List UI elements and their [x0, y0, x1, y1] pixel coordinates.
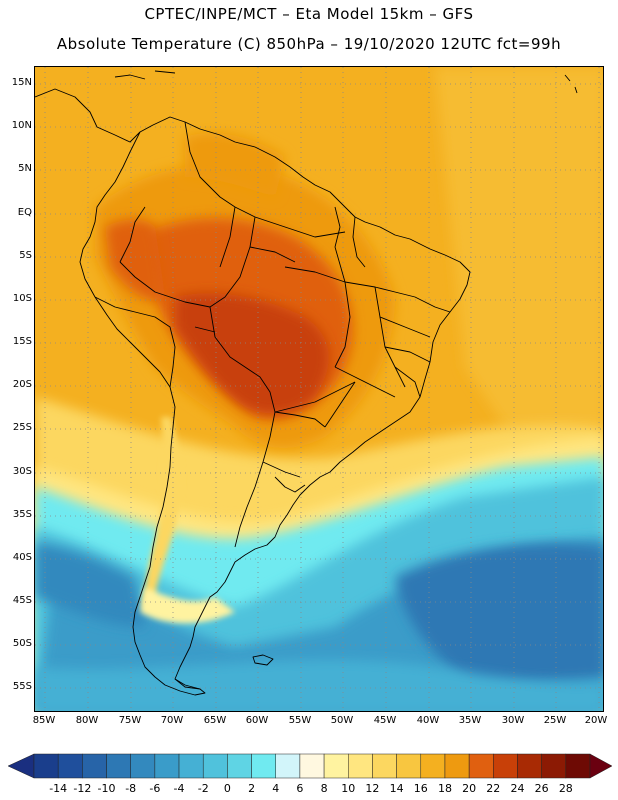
lat-label-45s: 45S	[12, 595, 32, 606]
colorbar-cell	[565, 753, 591, 779]
colorbar-tick-label: 4	[272, 782, 280, 795]
lon-label-40w: 40W	[416, 715, 440, 726]
lat-label-50s: 50S	[12, 638, 32, 649]
temperature-map	[34, 66, 604, 712]
colorbar-tick-label: 10	[341, 782, 356, 795]
colorbar-tick-label: -4	[173, 782, 185, 795]
lat-label-55s: 55S	[12, 681, 32, 692]
colorbar-tick-label: -10	[97, 782, 116, 795]
lon-label-80w: 80W	[75, 715, 99, 726]
lat-label-10n: 10N	[11, 120, 32, 131]
colorbar-cell	[82, 753, 107, 779]
colorbar-over-arrow	[589, 753, 613, 779]
colorbar-cell	[493, 753, 518, 779]
lat-label-10s: 10S	[12, 293, 32, 304]
colorbar-tick-label: 20	[462, 782, 477, 795]
colorbar-cell	[468, 753, 494, 779]
lat-label-25s: 25S	[12, 422, 32, 433]
lon-label-75w: 75W	[118, 715, 142, 726]
title-line-2: Absolute Temperature (C) 850hPa – 19/10/…	[56, 35, 562, 53]
colorbar-tick-label: 8	[320, 782, 328, 795]
colorbar	[7, 753, 613, 779]
colorbar-cell	[372, 753, 397, 779]
lon-label-85w: 85W	[32, 715, 56, 726]
colorbar-cell	[517, 753, 542, 779]
colorbar-tick-label: 24	[510, 782, 525, 795]
colorbar-cell	[227, 753, 252, 779]
colorbar-cell	[202, 753, 228, 779]
lat-label-40s: 40S	[12, 552, 32, 563]
colorbar-tick-label: -14	[49, 782, 68, 795]
colorbar-tick-label: 22	[486, 782, 501, 795]
colorbar-tick-label: 14	[389, 782, 404, 795]
colorbar-tick-label: 12	[365, 782, 380, 795]
lon-label-20w: 20W	[584, 715, 608, 726]
lat-label-5s: 5S	[19, 250, 32, 261]
colorbar-cell	[275, 753, 301, 779]
colorbar-cell	[541, 753, 567, 779]
colorbar-cell	[348, 753, 373, 779]
lon-label-30w: 30W	[501, 715, 525, 726]
colorbar-cell	[33, 753, 59, 779]
lat-label-35s: 35S	[12, 509, 32, 520]
lat-label-5n: 5N	[18, 163, 32, 174]
lat-label-30s: 30S	[12, 466, 32, 477]
coastline-and-borders	[35, 70, 578, 696]
graticule	[35, 67, 603, 711]
colorbar-cell	[396, 753, 422, 779]
colorbar-tick-label: 18	[437, 782, 452, 795]
colorbar-cell	[57, 753, 83, 779]
colorbar-cell	[323, 753, 349, 779]
colorbar-tick-label: 6	[296, 782, 304, 795]
lon-label-35w: 35W	[458, 715, 482, 726]
colorbar-tick-label: 2	[248, 782, 256, 795]
lon-label-60w: 60W	[245, 715, 269, 726]
temperature-field	[35, 67, 603, 711]
title-line-1: CPTEC/INPE/MCT – Eta Model 15km – GFS	[144, 5, 474, 23]
colorbar-cell	[420, 753, 446, 779]
lon-label-65w: 65W	[203, 715, 227, 726]
colorbar-tick-label: -2	[197, 782, 209, 795]
colorbar-cell	[299, 753, 325, 779]
colorbar-tick-label: 26	[534, 782, 549, 795]
lat-label-20s: 20S	[12, 379, 32, 390]
lon-label-25w: 25W	[543, 715, 567, 726]
lon-label-50w: 50W	[330, 715, 354, 726]
colorbar-tick-label: -6	[149, 782, 161, 795]
colorbar-tick-label: -8	[125, 782, 137, 795]
colorbar-tick-label: -12	[73, 782, 92, 795]
colorbar-tick-label: 28	[558, 782, 573, 795]
lat-label-eq: EQ	[17, 207, 32, 218]
colorbar-tick-label: 0	[223, 782, 231, 795]
lon-label-70w: 70W	[160, 715, 184, 726]
lat-label-15s: 15S	[12, 336, 32, 347]
lon-label-55w: 55W	[288, 715, 312, 726]
colorbar-cell	[178, 753, 204, 779]
colorbar-cell	[106, 753, 131, 779]
colorbar-cell	[130, 753, 156, 779]
lon-label-45w: 45W	[373, 715, 397, 726]
lat-label-15n: 15N	[11, 77, 32, 88]
colorbar-cell	[444, 753, 470, 779]
colorbar-under-arrow	[7, 753, 35, 779]
colorbar-cell	[154, 753, 180, 779]
colorbar-tick-label: 16	[413, 782, 428, 795]
colorbar-cell	[251, 753, 276, 779]
